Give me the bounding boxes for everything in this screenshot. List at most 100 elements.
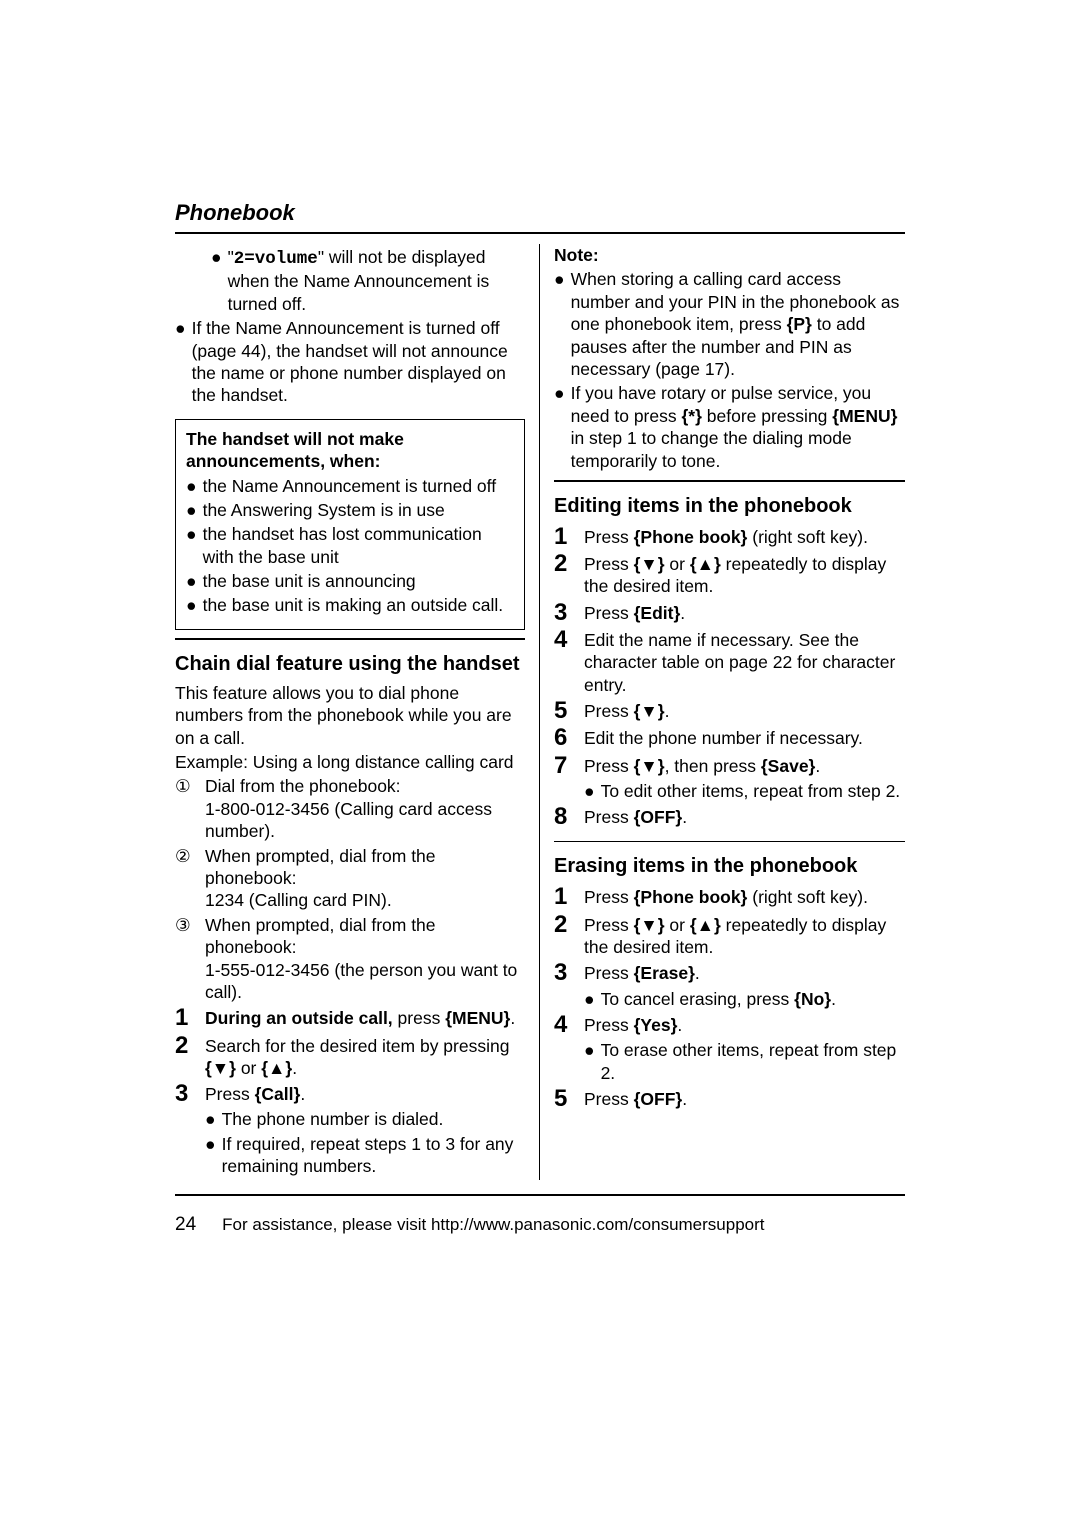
text: To cancel erasing, press {No}. (601, 988, 836, 1010)
box-item: ●the Answering System is in use (186, 499, 514, 521)
circled-step: ③When prompted, dial from the phonebook:… (175, 914, 525, 1004)
step-number: 2 (554, 551, 580, 598)
text: When prompted, dial from the phonebook: … (205, 914, 525, 1004)
note-label: Note: (554, 244, 905, 266)
step-number: 6 (554, 725, 580, 750)
circled-2-icon: ② (175, 845, 201, 912)
edit-step-5: 5Press {▼}. (554, 698, 905, 723)
text: the Name Announcement is turned off (203, 475, 496, 497)
step-number: 1 (554, 524, 580, 549)
note-item: ● If you have rotary or pulse service, y… (554, 382, 905, 472)
circled-step: ①Dial from the phonebook: 1-800-012-3456… (175, 775, 525, 842)
edit-step-3: 3Press {Edit}. (554, 600, 905, 625)
box-item: ●the handset has lost communication with… (186, 523, 514, 568)
edit-step-1: 1Press {Phone book} (right soft key). (554, 524, 905, 549)
step-text: Search for the desired item by pressing … (205, 1033, 525, 1080)
footer-text: For assistance, please visit http://www.… (222, 1215, 764, 1235)
step-text: Press {▼} or {▲} repeatedly to display t… (584, 912, 905, 959)
bullet-icon: ● (186, 594, 197, 616)
step-text: Edit the name if necessary. See the char… (584, 627, 905, 696)
section-rule (175, 638, 525, 640)
step-text: Press {Erase}. (584, 960, 700, 985)
step-number: 4 (554, 1012, 580, 1037)
bullet-icon: ● (211, 246, 222, 315)
footer: 24 For assistance, please visit http://w… (175, 1214, 905, 1236)
bullet-icon: ● (205, 1133, 216, 1178)
text: "2=volume" will not be displayed when th… (228, 246, 525, 315)
subheading: Erasing items in the phonebook (554, 854, 905, 878)
circled-step: ②When prompted, dial from the phonebook:… (175, 845, 525, 912)
text: Dial from the phonebook: 1-800-012-3456 … (205, 775, 525, 842)
step-number: 1 (554, 884, 580, 909)
step-text: Press {Phone book} (right soft key). (584, 524, 868, 549)
edit-step-8: 8Press {OFF}. (554, 804, 905, 829)
page-number: 24 (175, 1214, 196, 1236)
step-text: Press {▼}, then press {Save}. (584, 753, 820, 778)
code: 2=volume (234, 249, 318, 269)
step-3: 3 Press {Call}. (175, 1081, 525, 1106)
sub-bullet: ● "2=volume" will not be displayed when … (175, 246, 525, 315)
step-text: Edit the phone number if necessary. (584, 725, 863, 750)
bullet-icon: ● (175, 317, 186, 407)
text: the Answering System is in use (203, 499, 445, 521)
example-text: Example: Using a long distance calling c… (175, 751, 525, 773)
text: When prompted, dial from the phonebook: … (205, 845, 525, 912)
intro-text: This feature allows you to dial phone nu… (175, 682, 525, 749)
step-number: 2 (554, 912, 580, 959)
step-2: 2 Search for the desired item by pressin… (175, 1033, 525, 1080)
bullet-icon: ● (584, 988, 595, 1010)
sub-step: ● The phone number is dialed. (175, 1108, 525, 1130)
bullet-icon: ● (584, 780, 595, 802)
step-text: Press {▼}. (584, 698, 669, 723)
step-number: 4 (554, 627, 580, 696)
announcement-box: The handset will not make announcements,… (175, 419, 525, 630)
step-text: Press {▼} or {▲} repeatedly to display t… (584, 551, 905, 598)
text: To edit other items, repeat from step 2. (601, 780, 901, 802)
text: If required, repeat steps 1 to 3 for any… (222, 1133, 525, 1178)
sub-step: ● To edit other items, repeat from step 2… (554, 780, 905, 802)
bullet-icon: ● (205, 1108, 216, 1130)
box-item: ● the Name Announcement is turned off (186, 475, 514, 497)
bullet-icon: ● (554, 382, 565, 472)
step-number: 3 (175, 1081, 201, 1106)
section-rule (554, 841, 905, 842)
page: Phonebook ● "2=volume" will not be displ… (0, 0, 1080, 1326)
step-text: Press {Yes}. (584, 1012, 682, 1037)
step-number: 5 (554, 698, 580, 723)
text: If the Name Announcement is turned off (… (192, 317, 525, 407)
circled-1-icon: ① (175, 775, 201, 842)
sub-step: ●To erase other items, repeat from step … (554, 1039, 905, 1084)
box-item: ●the base unit is making an outside call… (186, 594, 514, 616)
footer-rule (175, 1194, 905, 1196)
step-number: 2 (175, 1033, 201, 1080)
section-title: Phonebook (175, 200, 905, 226)
text: The phone number is dialed. (222, 1108, 444, 1130)
erase-step-3: 3Press {Erase}. (554, 960, 905, 985)
step-1: 1 During an outside call, press {MENU}. (175, 1005, 525, 1030)
step-text: Press {Call}. (205, 1081, 305, 1106)
text: To erase other items, repeat from step 2… (601, 1039, 905, 1084)
section-rule (554, 480, 905, 482)
columns: ● "2=volume" will not be displayed when … (175, 244, 905, 1180)
bullet-icon: ● (186, 475, 197, 497)
step-text: Press {OFF}. (584, 1086, 687, 1111)
edit-step-2: 2Press {▼} or {▲} repeatedly to display … (554, 551, 905, 598)
erase-step-2: 2Press {▼} or {▲} repeatedly to display … (554, 912, 905, 959)
step-number: 3 (554, 960, 580, 985)
edit-step-4: 4Edit the name if necessary. See the cha… (554, 627, 905, 696)
bullet-icon: ● (554, 268, 565, 380)
left-column: ● "2=volume" will not be displayed when … (175, 244, 540, 1180)
step-text: Press {OFF}. (584, 804, 687, 829)
step-number: 8 (554, 804, 580, 829)
bullet-icon: ● (186, 570, 197, 592)
right-column: Note: ● When storing a calling card acce… (540, 244, 905, 1180)
step-text: Press {Phone book} (right soft key). (584, 884, 868, 909)
box-title: The handset will not make announcements,… (186, 428, 514, 473)
edit-step-7: 7Press {▼}, then press {Save}. (554, 753, 905, 778)
text: If you have rotary or pulse service, you… (571, 382, 905, 472)
text: When storing a calling card access numbe… (571, 268, 905, 380)
bullet-icon: ● (584, 1039, 595, 1084)
bullet: ● If the Name Announcement is turned off… (175, 317, 525, 407)
erase-step-4: 4Press {Yes}. (554, 1012, 905, 1037)
subheading: Chain dial feature using the handset (175, 652, 525, 676)
